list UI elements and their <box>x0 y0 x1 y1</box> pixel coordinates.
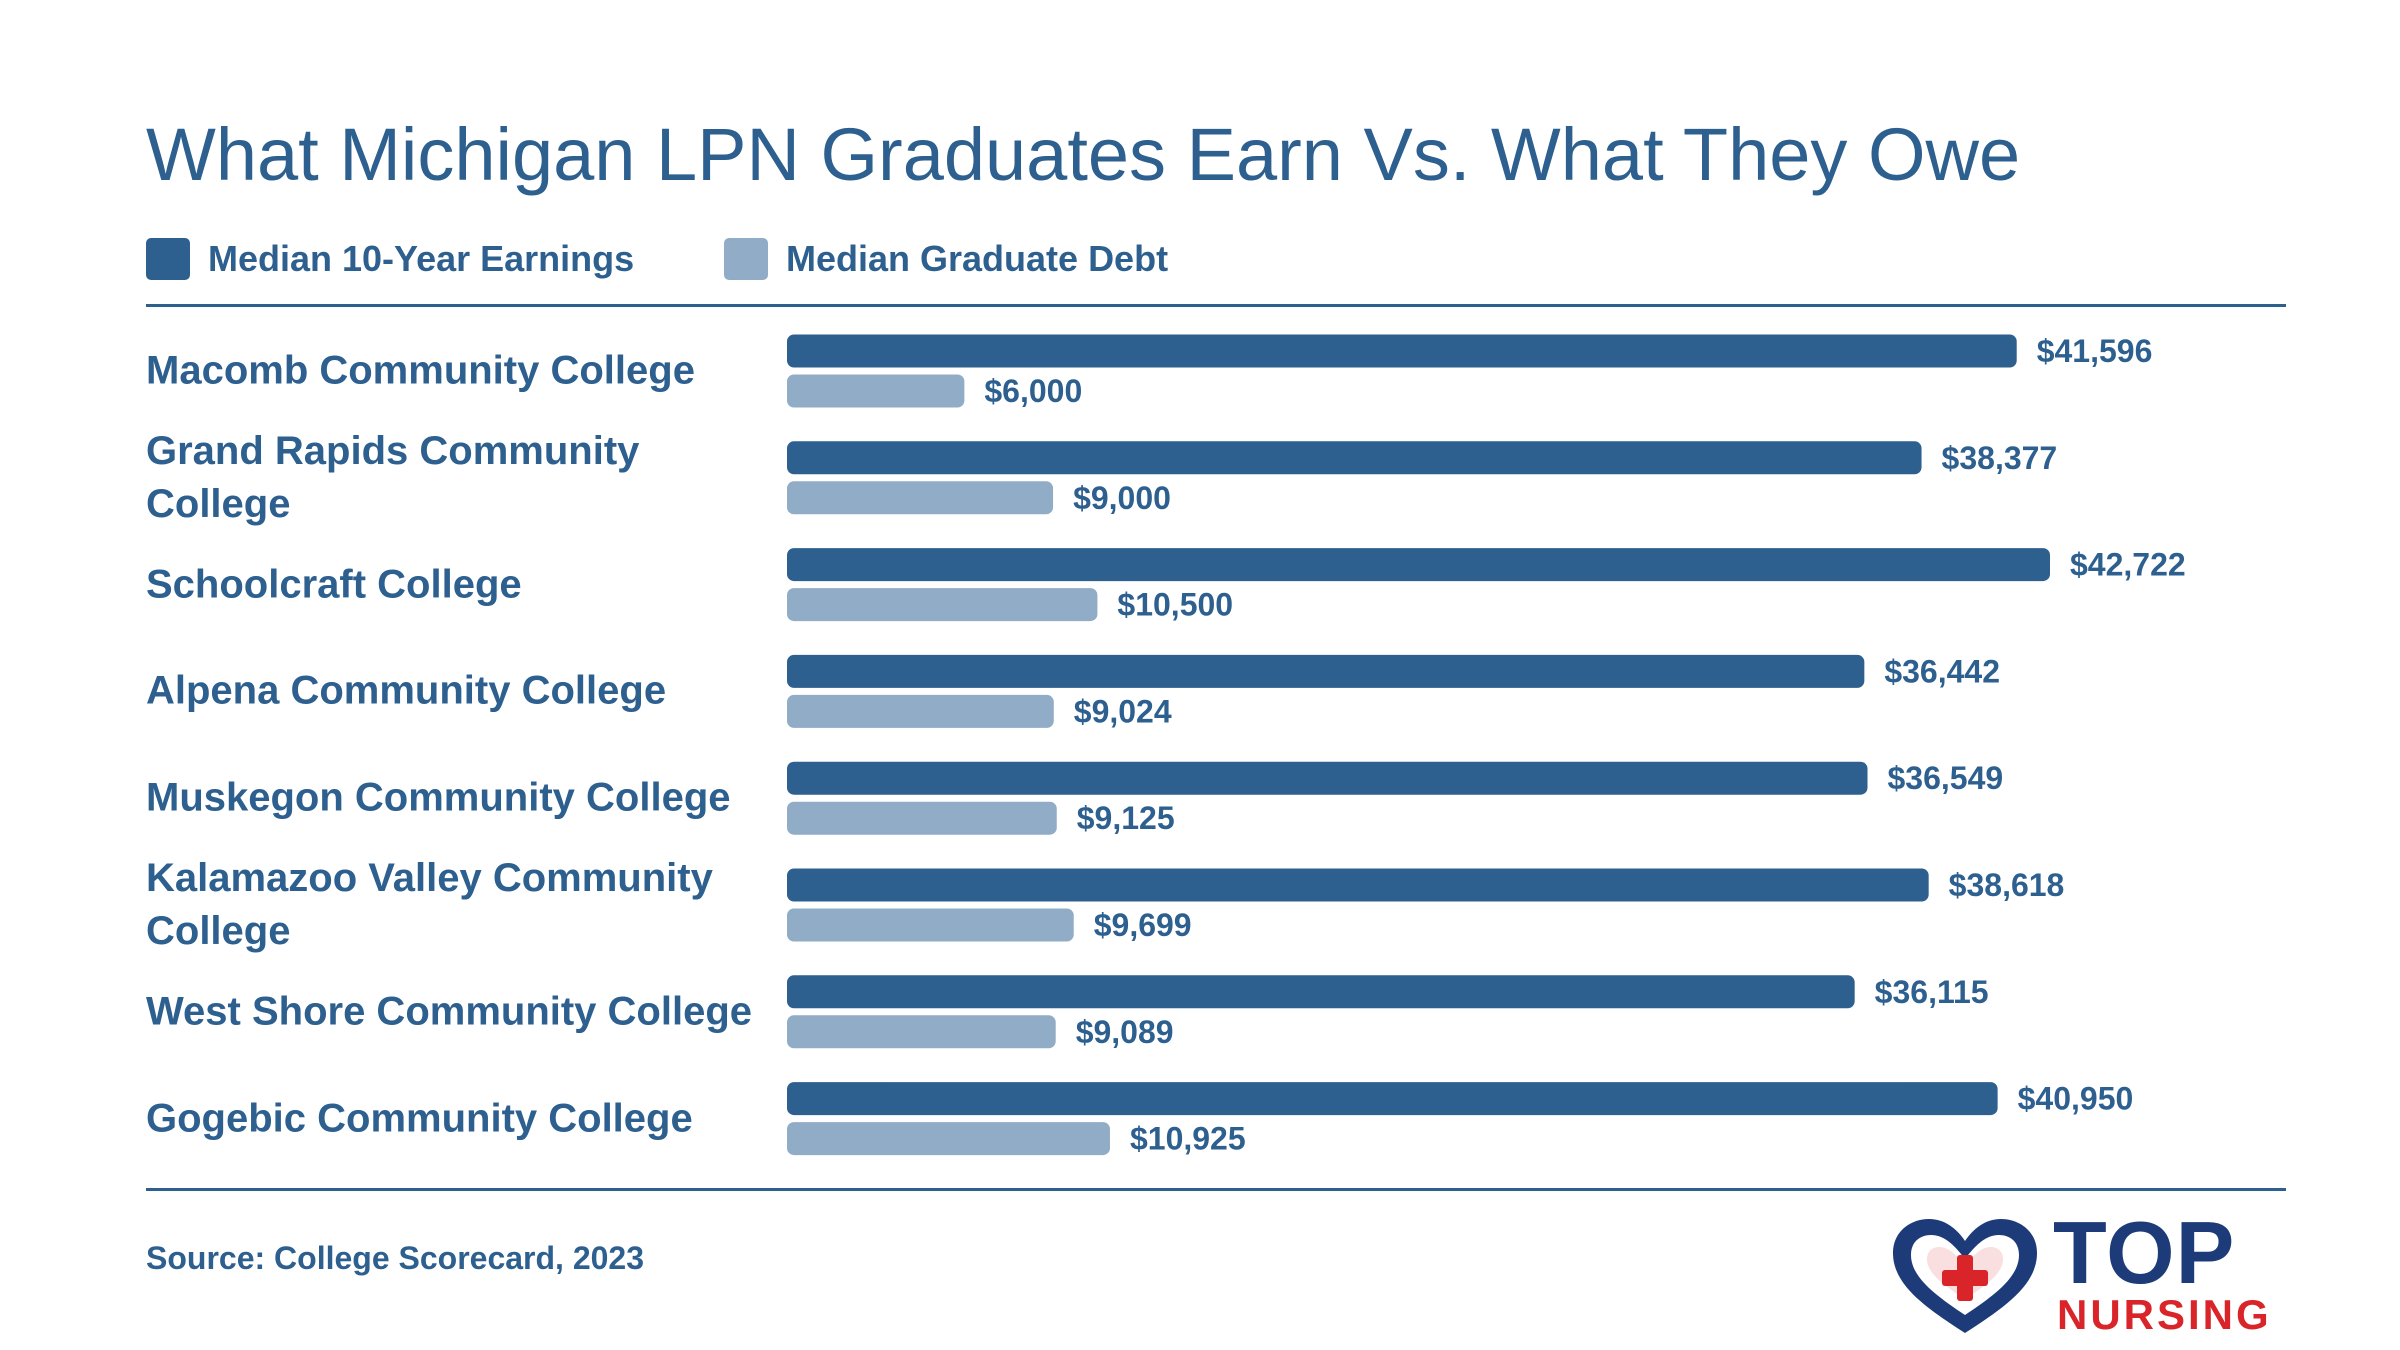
debt-bar <box>787 801 1057 835</box>
category-label: Grand Rapids Community College <box>146 428 640 526</box>
debt-bar <box>787 694 1054 728</box>
debt-value-label: $9,000 <box>1073 480 1171 516</box>
earnings-value-label: $36,115 <box>1875 974 1989 1010</box>
debt-bar <box>787 908 1074 942</box>
legend-label-debt: Median Graduate Debt <box>786 238 1169 279</box>
earnings-bar <box>787 334 2017 368</box>
category-label: Muskegon Community College <box>146 775 731 820</box>
earnings-value-label: $36,549 <box>1888 760 2004 796</box>
debt-value-label: $9,699 <box>1094 907 1192 943</box>
earnings-bar <box>787 441 1922 475</box>
logo-text-nursing: NURSING <box>2057 1291 2272 1338</box>
earnings-value-label: $38,377 <box>1942 440 2058 476</box>
legend-swatch-earnings <box>146 238 190 280</box>
legend-item-debt: Median Graduate Debt <box>724 238 1168 280</box>
category-label: Alpena Community College <box>146 668 667 713</box>
earnings-value-label: $40,950 <box>2018 1081 2134 1117</box>
debt-value-label: $10,925 <box>1130 1121 1246 1157</box>
debt-value-label: $9,089 <box>1076 1014 1174 1050</box>
debt-bar <box>787 588 1098 622</box>
earnings-value-label: $36,442 <box>1884 653 2000 689</box>
earnings-value-label: $38,618 <box>1949 867 2065 903</box>
earnings-value-label: $41,596 <box>2037 333 2153 369</box>
source-note: Source: College Scorecard, 2023 <box>146 1240 644 1276</box>
category-label: West Shore Community College <box>146 989 753 1034</box>
debt-value-label: $9,125 <box>1077 800 1175 836</box>
earnings-bar <box>787 548 2050 582</box>
debt-bar <box>787 1122 1110 1156</box>
legend-item-earnings: Median 10-Year Earnings <box>146 238 634 280</box>
earnings-bar <box>787 1082 1998 1116</box>
legend-swatch-debt <box>724 238 768 280</box>
top-divider <box>146 304 2286 307</box>
category-label: Kalamazoo Valley Community College <box>146 856 713 953</box>
debt-bar <box>787 481 1054 515</box>
heart-cross-icon <box>1893 1219 2037 1333</box>
category-label: Macomb Community College <box>146 348 695 393</box>
debt-value-label: $9,024 <box>1074 693 1172 729</box>
chart-title: What Michigan LPN Graduates Earn Vs. Wha… <box>146 113 2021 196</box>
legend-label-earnings: Median 10-Year Earnings <box>208 238 635 279</box>
top-nursing-logo: TOP NURSING <box>1885 1209 2295 1340</box>
debt-bar <box>787 374 965 408</box>
earnings-bar <box>787 761 1868 795</box>
earnings-value-label: $42,722 <box>2070 547 2186 583</box>
earnings-bar <box>787 654 1865 688</box>
debt-bar <box>787 1015 1056 1049</box>
category-label: Gogebic Community College <box>146 1096 693 1141</box>
earnings-bar <box>787 868 1929 902</box>
category-label: Schoolcraft College <box>146 562 522 607</box>
bottom-divider <box>146 1188 2286 1191</box>
earnings-bar <box>787 975 1855 1009</box>
debt-value-label: $6,000 <box>984 373 1082 409</box>
debt-value-label: $10,500 <box>1117 587 1233 623</box>
logo-text-top: TOP <box>2053 1203 2236 1302</box>
